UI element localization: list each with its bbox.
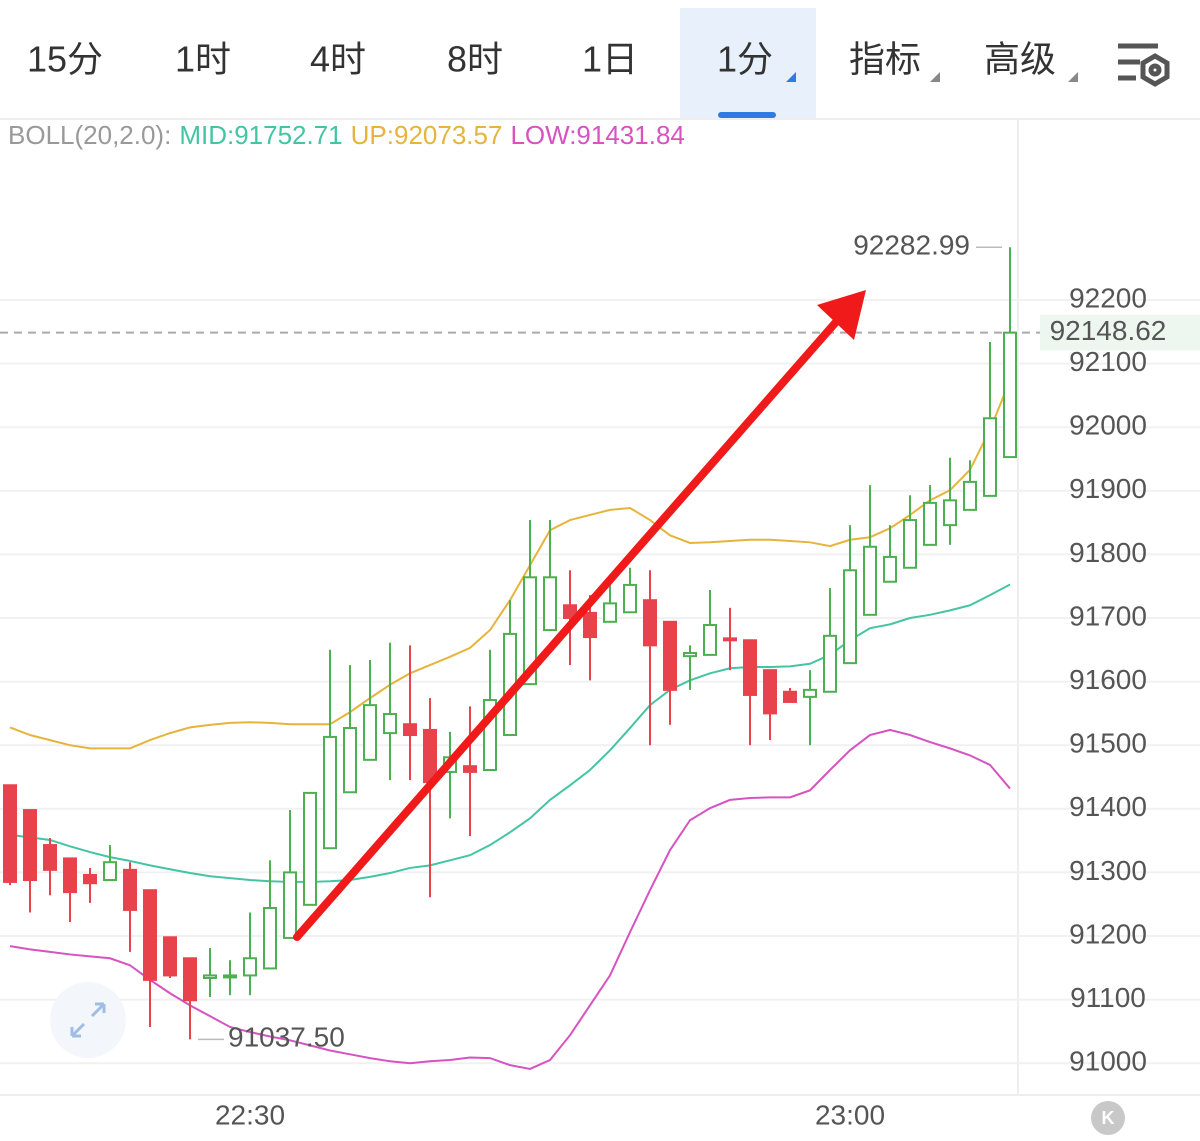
y-tick-label: 92200: [1069, 282, 1147, 313]
candle-body: [803, 688, 817, 698]
tab[interactable]: 1时: [175, 39, 231, 80]
plot: 91000 91100 91200 91300 91400 91500 91600 91700…: [0, 230, 1200, 1130]
candle-body: [583, 611, 597, 639]
dropdown-caret: [786, 72, 796, 82]
candle-body: [823, 634, 837, 693]
candle-body: [983, 417, 997, 497]
y-tick-label: 91300: [1069, 855, 1147, 886]
candle-body: [943, 499, 957, 527]
candle-body: [1003, 331, 1017, 459]
price-note: 91037.50: [228, 1022, 345, 1053]
candle-body: [683, 651, 697, 658]
candle-body: [243, 957, 257, 977]
candle-body: [723, 637, 737, 642]
y-tick-label: 92100: [1069, 346, 1147, 377]
y-tick-label: 91700: [1069, 600, 1147, 631]
candle-body: [663, 620, 677, 691]
candle-body: [883, 555, 897, 583]
expand-button[interactable]: [50, 982, 126, 1058]
boll-line: [9, 728, 1011, 1070]
candle-body: [263, 907, 277, 970]
candle-body: [543, 576, 557, 632]
candle-body: [283, 871, 297, 939]
candle-body: [143, 889, 157, 981]
y-tick-label: 91800: [1069, 537, 1147, 568]
legend-entry: MID:91752.71: [179, 120, 342, 150]
candle-body: [163, 936, 177, 977]
y-tick-label: 92000: [1069, 410, 1147, 441]
tab[interactable]: 8时: [447, 39, 503, 80]
x-tick-label: 23:00: [815, 1099, 885, 1130]
price-note: 92282.99: [853, 230, 970, 261]
candle-body: [183, 957, 197, 1002]
legend-entry: UP:92073.57: [351, 120, 503, 150]
candle-body: [363, 704, 377, 761]
candle-body: [103, 861, 117, 882]
candle-body: [783, 690, 797, 703]
y-tick-label: 91100: [1070, 982, 1146, 1013]
last-price-label: 92148.62: [1050, 315, 1167, 346]
candle-body: [863, 545, 877, 616]
candle-body: [763, 669, 777, 715]
candle-body: [423, 728, 437, 784]
candle-body: [963, 480, 977, 511]
candle-body: [743, 639, 757, 696]
candle-body: [203, 974, 217, 979]
tab[interactable]: 4时: [310, 39, 366, 80]
last-price-bg: [1040, 314, 1200, 351]
tab[interactable]: 1日: [582, 39, 638, 80]
candle-body: [623, 583, 637, 614]
candle-body: [903, 519, 917, 569]
indicator-legend: BOLL(20,2.0): MID:91752.71 UP:92073.57 LOW:…: [8, 120, 685, 150]
dropdown-caret: [930, 72, 940, 82]
candle-body: [403, 723, 417, 737]
dropdown-caret: [1068, 72, 1078, 82]
y-tick-label: 91000: [1069, 1046, 1147, 1077]
candle-body: [63, 857, 77, 894]
x-tick-label: 22:30: [215, 1099, 285, 1130]
candle-body: [383, 713, 397, 735]
tab[interactable]: 1分: [717, 39, 773, 80]
active-tab-underline: [718, 112, 776, 118]
active-tab-bg: [680, 8, 816, 118]
candle-body: [923, 501, 937, 546]
candle-body: [563, 604, 577, 619]
candle-body: [523, 576, 537, 686]
tab[interactable]: 指标: [849, 39, 921, 80]
candle-body: [323, 735, 337, 850]
logo-badge: [1091, 1101, 1125, 1135]
settings-icon[interactable]: [1118, 43, 1170, 87]
tab[interactable]: 15分: [27, 39, 103, 80]
candle-body: [703, 623, 717, 656]
trend-arrow: [293, 290, 866, 941]
y-tick-label: 91900: [1069, 473, 1147, 504]
y-tick-label: 91200: [1069, 918, 1147, 949]
candle-body: [603, 602, 617, 623]
candle-body: [843, 569, 857, 665]
candle-body: [343, 727, 357, 794]
logo-text: K: [1102, 1108, 1115, 1128]
legend-entry: LOW:91431.84: [510, 120, 684, 150]
tab[interactable]: 高级: [984, 39, 1056, 80]
y-tick-label: 91500: [1069, 728, 1147, 759]
candle-body: [223, 974, 237, 979]
indicator-label: BOLL(20,2.0):: [8, 120, 171, 150]
candle-body: [23, 809, 37, 882]
candle-body: [83, 873, 97, 885]
candle-body: [123, 868, 137, 911]
candle-body: [43, 844, 57, 871]
candle-body: [463, 765, 477, 773]
y-tick-label: 91600: [1069, 664, 1147, 695]
candle-body: [3, 784, 17, 883]
y-tick-label: 91400: [1069, 791, 1147, 822]
candle-body: [643, 599, 657, 647]
candle-body: [303, 791, 317, 906]
